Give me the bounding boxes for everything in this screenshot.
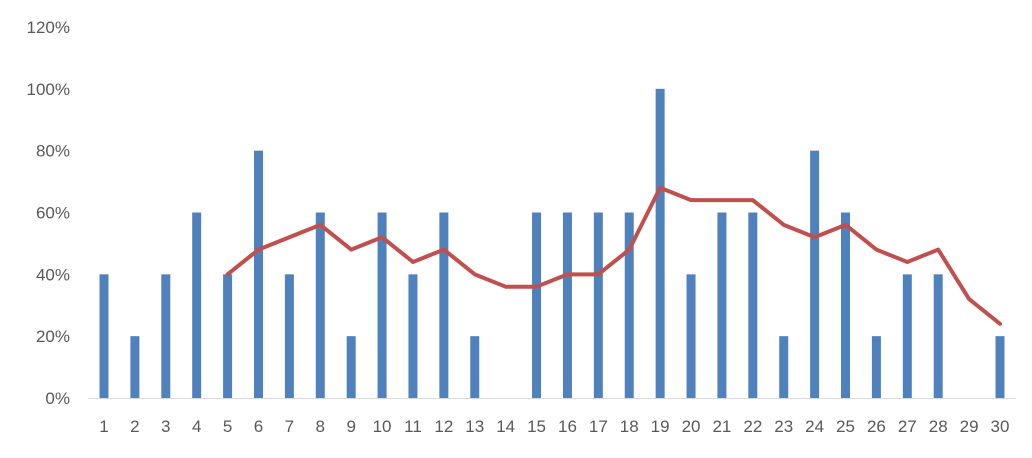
x-tick-label: 3 [161,417,170,436]
x-tick-label: 19 [651,417,670,436]
bar [624,212,634,398]
x-tick-label: 22 [743,417,762,436]
bar [130,336,140,398]
bar [346,336,356,398]
bar [933,274,943,398]
bar [408,274,418,398]
bar [562,212,572,398]
bar [717,212,727,398]
bar [655,88,665,398]
x-tick-label: 1 [99,417,108,436]
x-tick-label: 24 [805,417,824,436]
x-tick-label: 2 [130,417,139,436]
x-tick-label: 11 [404,417,422,436]
moving-average-line [225,185,1002,326]
x-tick-label: 20 [682,417,701,436]
x-tick-label: 5 [223,417,232,436]
y-tick-label: 20% [36,327,70,346]
x-tick-label: 26 [867,417,886,436]
x-tick-label: 15 [527,417,546,436]
x-tick-label: 8 [316,417,325,436]
x-tick-label: 30 [991,417,1010,436]
bar [748,212,758,398]
y-tick-label: 60% [36,204,70,223]
x-tick-label: 25 [836,417,855,436]
x-tick-label: 29 [960,417,979,436]
bar [284,274,294,398]
bar [377,212,387,398]
x-tick-label: 4 [192,417,201,436]
y-tick-label: 80% [36,142,70,161]
x-tick-label: 13 [465,417,484,436]
bar [841,212,851,398]
x-tick-label: 12 [434,417,453,436]
x-tick-label: 16 [558,417,577,436]
bar [161,274,171,398]
x-tick-label: 27 [898,417,917,436]
bar [439,212,449,398]
bar [532,212,542,398]
y-tick-label: 100% [27,80,70,99]
bar [315,212,325,398]
x-tick-label: 17 [589,417,608,436]
x-tick-label: 28 [929,417,948,436]
bar [192,212,202,398]
bar [871,336,881,398]
y-tick-label: 40% [36,265,70,284]
bar [223,274,233,398]
bar [593,212,603,398]
bar [810,150,820,398]
x-tick-label: 18 [620,417,639,436]
bar [686,274,696,398]
bar [470,336,480,398]
y-tick-label: 120% [27,18,70,37]
bar [779,336,789,398]
bar [99,274,109,398]
x-tick-label: 6 [254,417,263,436]
x-tick-label: 14 [496,417,515,436]
bar [995,336,1005,398]
x-tick-label: 10 [373,417,392,436]
x-tick-label: 21 [712,417,731,436]
y-tick-label: 0% [45,389,70,408]
x-tick-label: 9 [346,417,355,436]
bar [902,274,912,398]
x-tick-label: 7 [285,417,294,436]
x-tick-label: 23 [774,417,793,436]
bar [253,150,263,398]
